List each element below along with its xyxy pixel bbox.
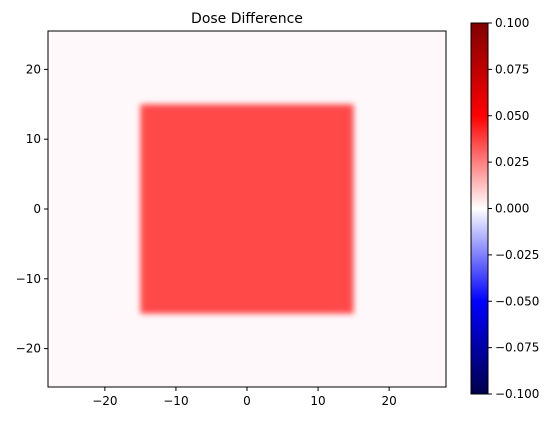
colorbar-tick-label: 0.000 — [495, 202, 529, 216]
x-axis: −20 −10 0 10 20 — [92, 387, 397, 408]
y-axis: −20 −10 0 10 20 — [16, 62, 48, 356]
y-tick-label: −20 — [16, 342, 41, 356]
colorbar-tick-label: 0.025 — [495, 155, 529, 169]
x-tick-label: 20 — [382, 394, 397, 408]
x-tick-label: 0 — [243, 394, 251, 408]
colorbar-tick-label: −0.075 — [495, 341, 539, 355]
chart-title: Dose Difference — [191, 11, 303, 27]
y-tick-label: −10 — [16, 272, 41, 286]
plot-area — [47, 30, 447, 388]
colorbar: −0.100 −0.075 −0.050 −0.025 0.000 0.025 0.050 0… — [470, 16, 539, 401]
colorbar-tick-label: 0.050 — [495, 109, 529, 123]
colorbar-tick-label: −0.100 — [495, 387, 539, 401]
x-tick-label: −20 — [92, 394, 117, 408]
colorbar-gradient — [470, 22, 489, 395]
colorbar-tick-label: −0.050 — [495, 294, 539, 308]
y-tick-label: 10 — [26, 132, 41, 146]
x-tick-label: −10 — [163, 394, 188, 408]
colorbar-tick-label: 0.100 — [495, 16, 529, 30]
colorbar-ticks: −0.100 −0.075 −0.050 −0.025 0.000 0.025 0.050 0… — [488, 16, 539, 401]
x-tick-label: 10 — [310, 394, 325, 408]
colorbar-tick-label: 0.075 — [495, 62, 529, 76]
y-tick-label: 20 — [26, 62, 41, 76]
colorbar-tick-label: −0.025 — [495, 248, 539, 262]
dose-difference-region — [140, 104, 354, 314]
y-tick-label: 0 — [33, 202, 41, 216]
